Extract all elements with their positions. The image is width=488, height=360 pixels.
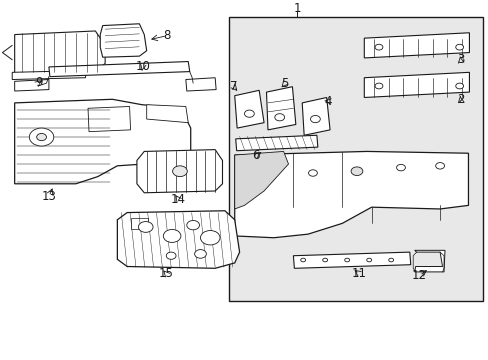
Text: 4: 4 <box>323 95 331 108</box>
Polygon shape <box>414 250 444 272</box>
Polygon shape <box>266 87 295 130</box>
Text: 3: 3 <box>456 53 464 66</box>
Circle shape <box>388 258 393 262</box>
Text: 12: 12 <box>411 269 426 282</box>
Polygon shape <box>293 252 410 268</box>
Circle shape <box>163 229 181 242</box>
Circle shape <box>344 258 349 262</box>
Polygon shape <box>234 90 264 128</box>
Text: 1: 1 <box>293 2 301 15</box>
Polygon shape <box>364 33 468 58</box>
Circle shape <box>310 116 320 123</box>
Polygon shape <box>131 217 147 229</box>
Circle shape <box>274 114 284 121</box>
Text: 8: 8 <box>163 29 171 42</box>
Circle shape <box>374 44 382 50</box>
Polygon shape <box>137 150 222 193</box>
Circle shape <box>138 221 153 232</box>
Polygon shape <box>100 24 146 57</box>
Polygon shape <box>49 62 189 77</box>
Polygon shape <box>234 152 288 209</box>
Polygon shape <box>235 135 317 151</box>
Polygon shape <box>15 99 190 184</box>
Text: 11: 11 <box>351 267 366 280</box>
Circle shape <box>435 163 444 169</box>
Polygon shape <box>15 80 49 91</box>
Text: 10: 10 <box>135 60 150 73</box>
Polygon shape <box>234 152 468 238</box>
Polygon shape <box>15 31 105 74</box>
Bar <box>228 17 482 301</box>
Circle shape <box>366 258 371 262</box>
Circle shape <box>308 170 317 176</box>
Circle shape <box>322 258 327 262</box>
Circle shape <box>166 252 176 259</box>
Polygon shape <box>117 211 239 268</box>
Polygon shape <box>302 98 329 135</box>
Text: 14: 14 <box>171 193 185 206</box>
Circle shape <box>194 249 206 258</box>
Text: 2: 2 <box>456 93 464 106</box>
Circle shape <box>186 220 199 230</box>
Polygon shape <box>12 71 85 80</box>
Circle shape <box>396 165 405 171</box>
Circle shape <box>300 258 305 262</box>
Polygon shape <box>146 105 188 123</box>
Circle shape <box>455 83 463 89</box>
Text: 5: 5 <box>280 77 288 90</box>
Text: 9: 9 <box>35 76 43 89</box>
Text: 6: 6 <box>252 149 260 162</box>
Text: 15: 15 <box>159 267 173 280</box>
Text: 7: 7 <box>229 80 237 93</box>
Polygon shape <box>364 72 468 98</box>
Circle shape <box>350 167 362 176</box>
Text: 13: 13 <box>41 190 56 203</box>
Polygon shape <box>88 107 130 132</box>
Circle shape <box>37 134 46 141</box>
Polygon shape <box>185 78 216 91</box>
Circle shape <box>200 230 220 245</box>
Circle shape <box>374 83 382 89</box>
Circle shape <box>29 128 54 146</box>
Circle shape <box>244 110 254 117</box>
Circle shape <box>172 166 187 177</box>
Circle shape <box>455 44 463 50</box>
